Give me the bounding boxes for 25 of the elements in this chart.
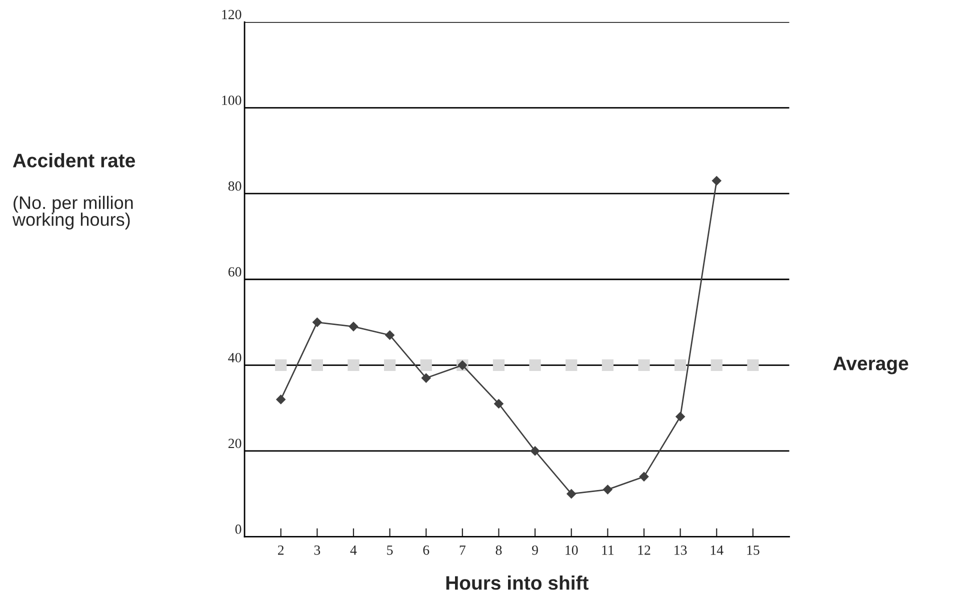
y-axis-title: Accident rate xyxy=(12,153,135,168)
x-tick-label: 4 xyxy=(350,546,357,555)
x-tick-label: 9 xyxy=(532,546,538,555)
y-tick-label: 120 xyxy=(222,10,242,20)
x-tick-label: 11 xyxy=(602,546,614,555)
x-tick-label: 6 xyxy=(423,546,430,555)
y-tick-label: 40 xyxy=(228,352,242,362)
x-tick-label: 8 xyxy=(496,545,502,555)
x-tick-label: 10 xyxy=(566,545,578,555)
x-tick-label: 15 xyxy=(747,546,760,555)
x-tick-label: 13 xyxy=(674,546,687,555)
x-tick-label: 2 xyxy=(278,546,284,555)
x-tick-label: 5 xyxy=(387,546,393,555)
x-tick-label: 14 xyxy=(710,546,724,555)
x-axis-title: Hours into shift xyxy=(446,576,588,590)
x-tick-label: 7 xyxy=(460,546,466,555)
x-tick-label: 3 xyxy=(314,546,320,555)
x-tick-label: 12 xyxy=(638,546,650,555)
y-tick-label: 100 xyxy=(222,96,242,105)
y-tick-label: 80 xyxy=(228,181,242,191)
y-tick-label: 20 xyxy=(228,438,242,448)
text: (No. per million working hours) xyxy=(12,196,133,230)
y-tick-label: 0 xyxy=(235,524,242,534)
y-tick-label: 60 xyxy=(228,267,242,277)
text: Average xyxy=(833,356,908,374)
